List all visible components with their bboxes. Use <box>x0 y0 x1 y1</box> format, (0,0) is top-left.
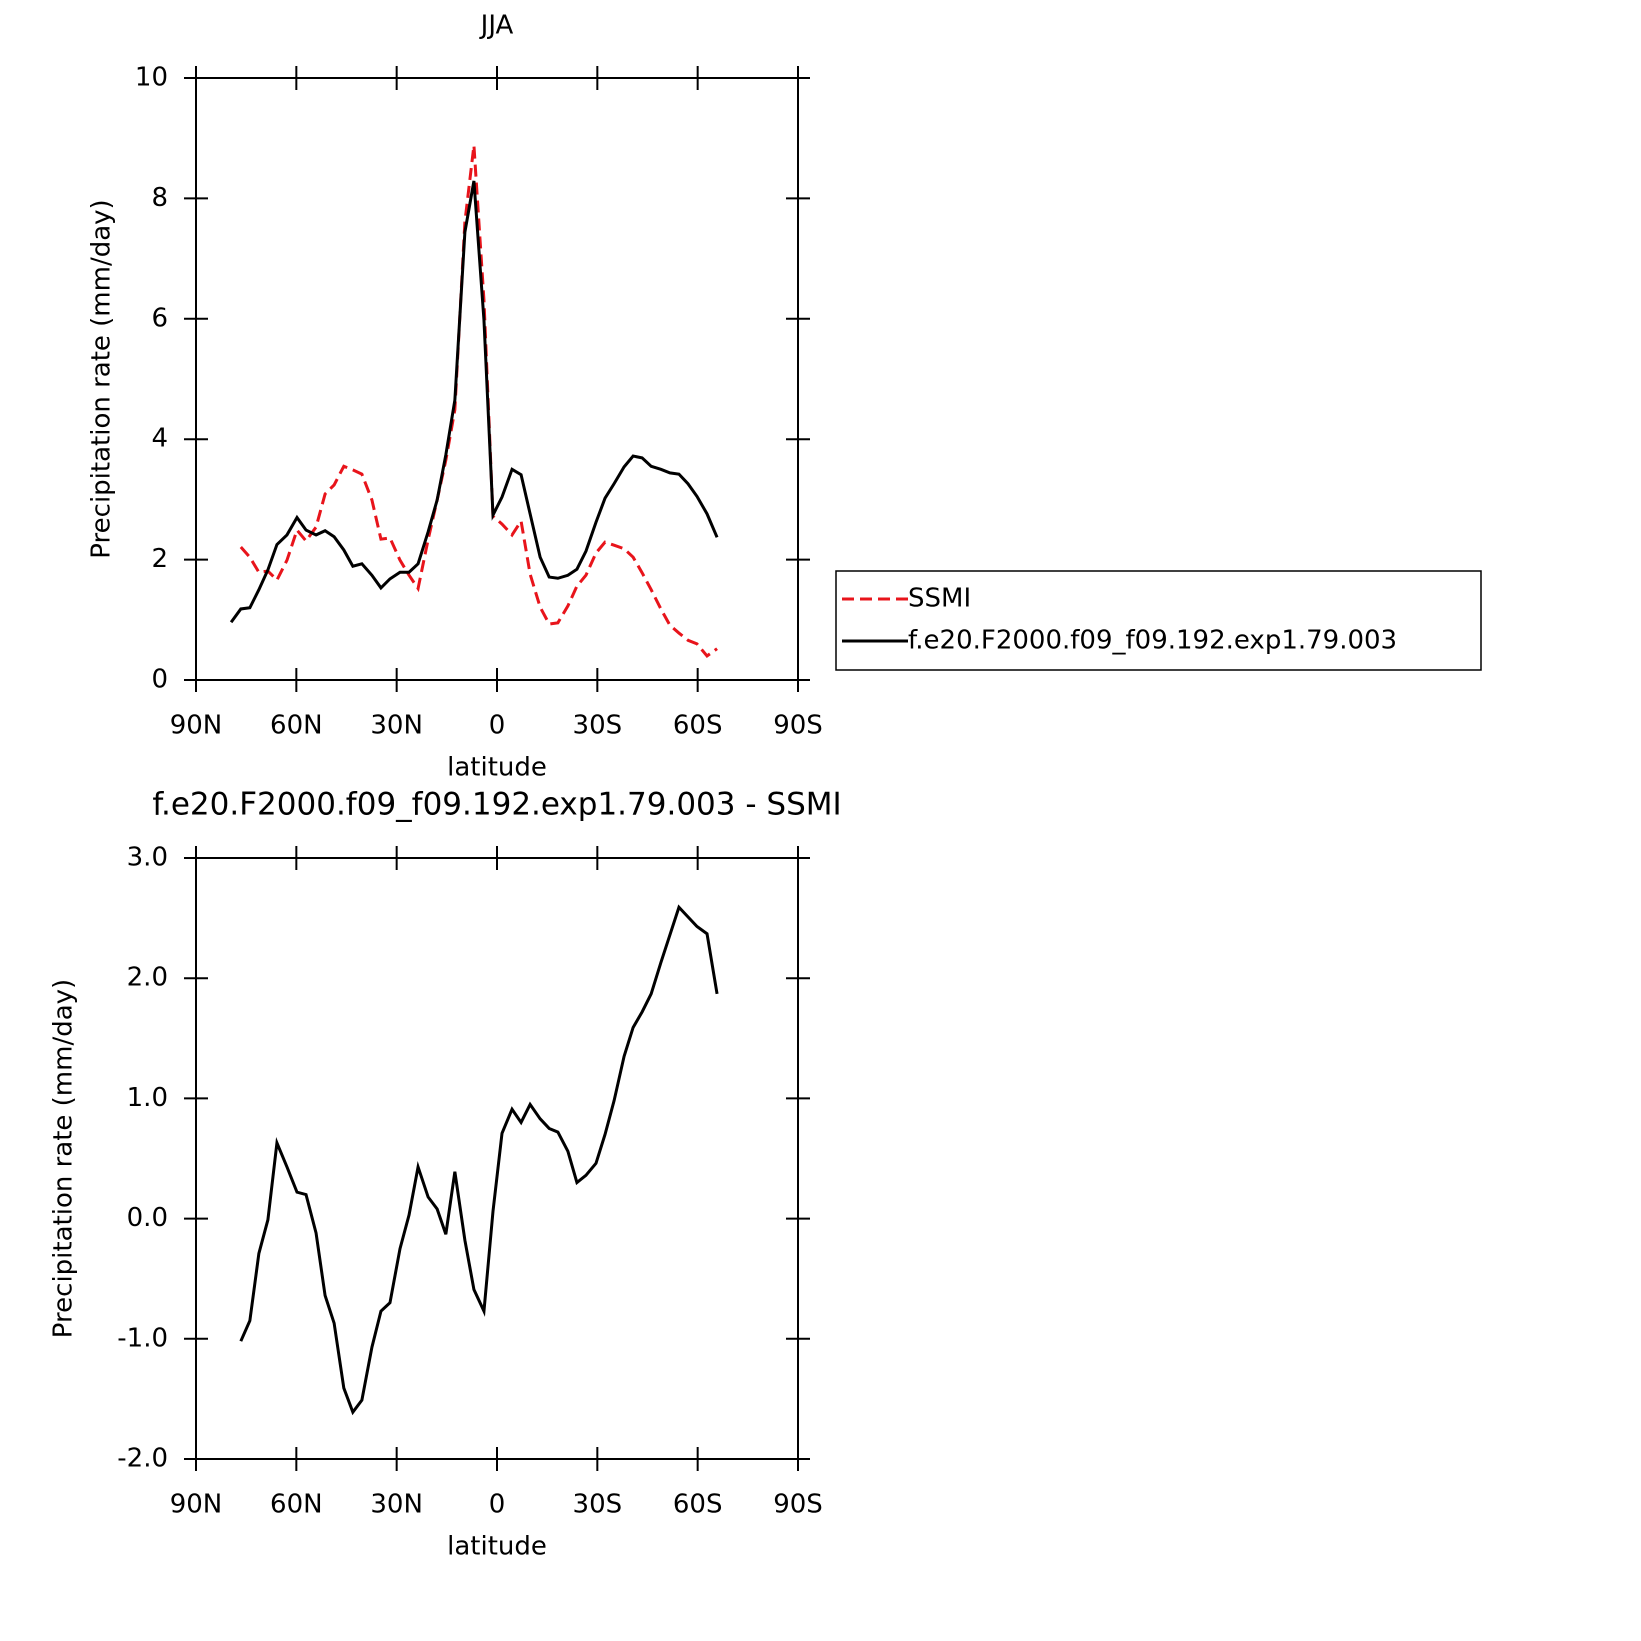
x-tick-label: 60N <box>270 1490 323 1520</box>
y-tick-label: 3.0 <box>127 843 168 873</box>
y-tick-label: 2 <box>151 544 168 574</box>
data-line <box>239 145 718 658</box>
y-tick-label: 2.0 <box>127 963 168 993</box>
y-tick-label: 1.0 <box>127 1083 168 1113</box>
data-line <box>229 180 719 624</box>
chart-title: JJA <box>479 11 514 41</box>
x-tick-label: 0 <box>489 711 506 741</box>
x-tick-label: 30N <box>370 1490 423 1520</box>
x-tick-label: 90S <box>773 1490 823 1520</box>
y-tick-label: 10 <box>135 63 168 93</box>
x-tick-label: 90S <box>773 711 823 741</box>
data-line <box>239 904 719 1416</box>
x-tick-label: 90N <box>170 711 223 741</box>
legend-label: f.e20.F2000.f09_f09.192.exp1.79.003 <box>908 626 1397 656</box>
y-tick-label: -2.0 <box>117 1444 168 1474</box>
x-tick-label: 60S <box>673 711 723 741</box>
x-tick-label: 30S <box>573 1490 623 1520</box>
y-tick-label: 4 <box>151 424 168 454</box>
y-tick-label: 0 <box>151 665 168 695</box>
plot-frame <box>195 857 799 1460</box>
x-tick-label: 90N <box>170 1490 223 1520</box>
y-axis-label: Precipitation rate (mm/day) <box>87 199 117 558</box>
x-tick-label: 60S <box>673 1490 723 1520</box>
plot-frame <box>195 77 799 681</box>
x-axis-label: latitude <box>447 1532 547 1562</box>
x-tick-label: 30N <box>370 711 423 741</box>
legend-box <box>835 570 1482 671</box>
y-tick-label: -1.0 <box>117 1323 168 1353</box>
y-axis-label: Precipitation rate (mm/day) <box>49 979 79 1338</box>
chart-title: f.e20.F2000.f09_f09.192.exp1.79.003 - SS… <box>152 787 841 823</box>
x-tick-label: 0 <box>489 1490 506 1520</box>
x-tick-label: 30S <box>573 711 623 741</box>
y-tick-label: 8 <box>151 183 168 213</box>
x-tick-label: 60N <box>270 711 323 741</box>
y-tick-label: 0.0 <box>127 1203 168 1233</box>
x-axis-label: latitude <box>447 753 547 783</box>
legend-label: SSMI <box>908 584 971 614</box>
y-tick-label: 6 <box>151 303 168 333</box>
